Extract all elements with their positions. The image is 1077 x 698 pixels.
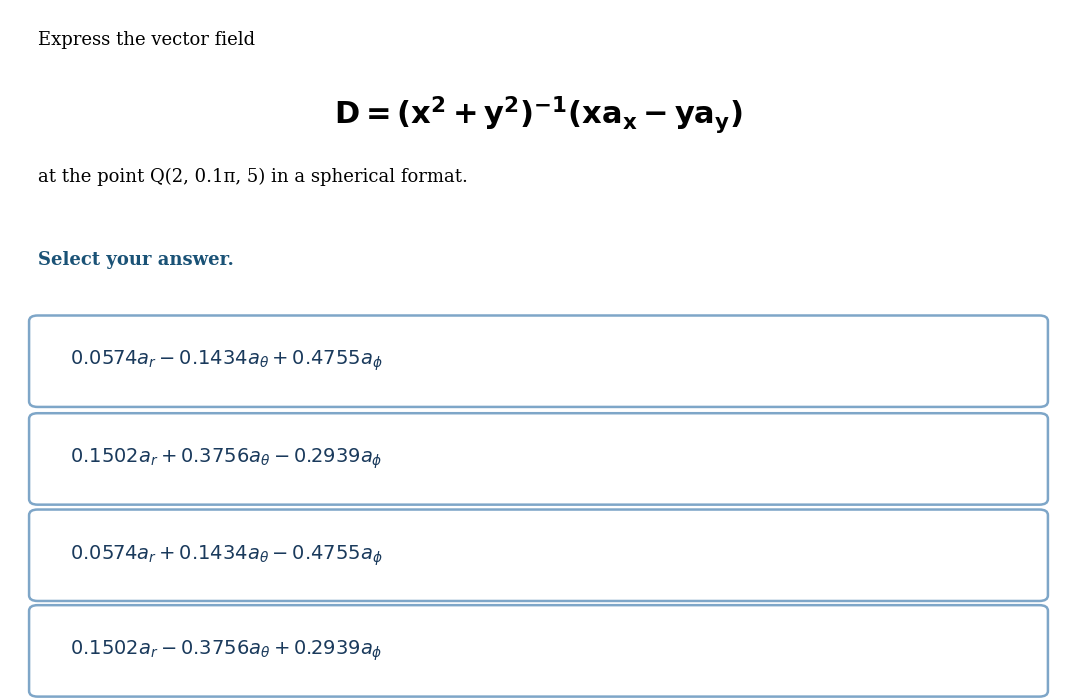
Text: Select your answer.: Select your answer.: [38, 251, 234, 269]
Text: $0.1502a_r - 0.3756a_\theta + 0.2939a_\phi$: $0.1502a_r - 0.3756a_\theta + 0.2939a_\p…: [70, 639, 382, 663]
Text: $0.0574a_r - 0.1434a_\theta + 0.4755a_\phi$: $0.0574a_r - 0.1434a_\theta + 0.4755a_\p…: [70, 349, 382, 373]
Text: $0.1502a_r + 0.3756a_\theta - 0.2939a_\phi$: $0.1502a_r + 0.3756a_\theta - 0.2939a_\p…: [70, 447, 382, 471]
FancyBboxPatch shape: [29, 605, 1048, 697]
Text: $\mathbf{D = (x^2 + y^2)^{-1}(xa_x - ya_y)}$: $\mathbf{D = (x^2 + y^2)^{-1}(xa_x - ya_…: [334, 94, 743, 135]
FancyBboxPatch shape: [29, 315, 1048, 407]
FancyBboxPatch shape: [29, 510, 1048, 601]
Text: $0.0574a_r + 0.1434a_\theta - 0.4755a_\phi$: $0.0574a_r + 0.1434a_\theta - 0.4755a_\p…: [70, 543, 382, 567]
FancyBboxPatch shape: [29, 413, 1048, 505]
Text: Express the vector field: Express the vector field: [38, 31, 255, 50]
Text: at the point Q(2, 0.1π, 5) in a spherical format.: at the point Q(2, 0.1π, 5) in a spherica…: [38, 168, 467, 186]
